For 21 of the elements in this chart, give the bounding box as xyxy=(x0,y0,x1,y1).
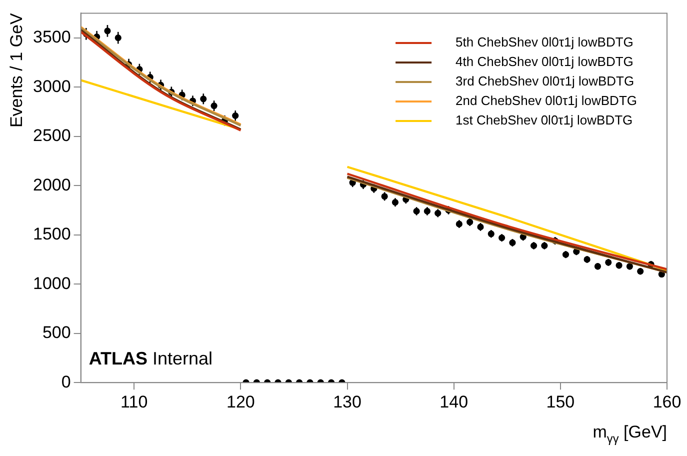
x-tick-label: 120 xyxy=(226,392,255,412)
y-tick-label: 1000 xyxy=(32,274,71,293)
y-tick-label: 0 xyxy=(61,372,71,392)
x-tick-label: 140 xyxy=(440,392,468,412)
annotation: ATLAS Internal xyxy=(88,348,213,369)
legend-label: 5th ChebShev 0l0τ1j lowBDTG xyxy=(456,34,634,50)
y-tick-label: 3500 xyxy=(32,28,71,47)
legend-label: 1st ChebShev 0l0τ1j lowBDTG xyxy=(456,112,633,128)
x-tick-label: 110 xyxy=(120,392,148,412)
x-tick-label: 150 xyxy=(546,392,575,412)
x-tick-label: 130 xyxy=(333,392,362,412)
y-tick-label: 500 xyxy=(42,323,71,342)
y-tick-label: 2000 xyxy=(32,175,71,194)
y-tick-label: 3000 xyxy=(32,76,71,96)
legend-label: 4th ChebShev 0l0τ1j lowBDTG xyxy=(456,54,634,70)
y-axis-title: Events / 1 GeV xyxy=(7,12,26,128)
legend-label: 3rd ChebShev 0l0τ1j lowBDTG xyxy=(456,74,634,89)
y-tick-label: 1500 xyxy=(32,224,71,244)
legend-label: 2nd ChebShev 0l0τ1j lowBDTG xyxy=(456,93,638,108)
x-tick-label: 160 xyxy=(652,392,682,412)
y-tick-label: 2500 xyxy=(32,126,71,146)
